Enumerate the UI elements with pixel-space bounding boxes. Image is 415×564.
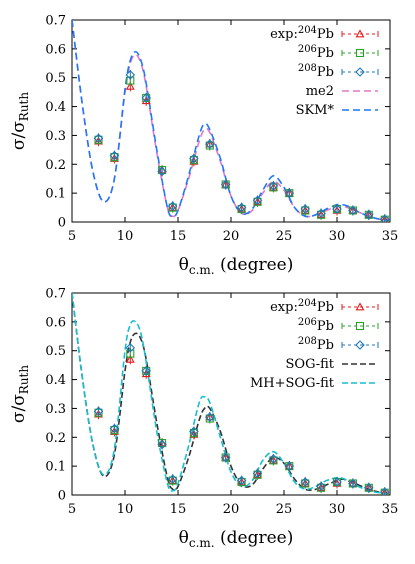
data-point-pb208 (141, 366, 151, 376)
data-point-pb208 (300, 477, 310, 487)
y-tick-label: 0.1 (45, 187, 66, 202)
data-point-pb208 (167, 201, 178, 211)
data-point-pb208 (268, 181, 279, 191)
data-point-pb208 (205, 412, 215, 422)
data-point-pb208 (316, 481, 326, 492)
data-point-pb208 (236, 475, 247, 486)
legend-marker-pb204 (355, 302, 365, 311)
y-tick-label: 0.7 (45, 14, 66, 29)
x-tick-label: 35 (382, 502, 399, 517)
data-point-pb208 (93, 133, 104, 144)
y-tick-label: 0.6 (45, 315, 66, 330)
legend-label-sog-fit: SOG-fit (286, 357, 335, 372)
y-tick-label: 0.6 (45, 42, 66, 57)
data-point-pb208 (189, 426, 199, 437)
x-tick-label: 20 (223, 229, 240, 244)
y-tick-label: 0 (58, 216, 66, 231)
x-tick-label: 25 (276, 502, 293, 517)
plot-area (72, 20, 390, 222)
data-point-pb208 (332, 204, 342, 214)
data-point-pb208 (236, 202, 247, 213)
data-point-pb208 (220, 452, 231, 463)
legend-label-pb208: 208Pb (298, 336, 334, 353)
y-tick-label: 0.1 (45, 460, 66, 475)
bottom-panel: 5 10 15 20 25 30 35 0 0.1 0.2 0.3 0.4 0.5 0.6 0.7 θc.m.… (9, 287, 398, 551)
y-tick-label: 0.3 (45, 402, 66, 417)
legend-marker-pb204 (355, 29, 365, 38)
top-panel: 5 10 15 20 25 30 35 0 0.1 0.2 0.3 0.4 0.5 0.6 0.7 θc.m.… (9, 14, 398, 278)
data-point-pb208 (252, 195, 263, 206)
legend-marker-pb206 (355, 321, 365, 331)
data-point-pb208 (379, 487, 390, 495)
data-point-pb208 (379, 214, 390, 222)
data-point-pb208 (348, 205, 358, 216)
data-point-pb208 (157, 439, 167, 450)
x-tick-label: 5 (68, 229, 76, 244)
data-point-pb208 (300, 204, 310, 214)
data-point-pb208 (332, 477, 342, 487)
x-tick-label: 25 (276, 229, 293, 244)
data-point-pb208 (141, 93, 151, 103)
data-point-pb208 (189, 153, 199, 164)
data-point-pb208 (109, 423, 120, 434)
x-tick-label: 15 (170, 229, 187, 244)
x-tick-label: 30 (329, 502, 346, 517)
legend-label-mh-sog-fit: MH+SOG-fit (250, 376, 335, 391)
x-tick-label: 5 (68, 502, 76, 517)
data-point-pb204 (380, 488, 389, 495)
y-tick-label: 0.4 (45, 100, 66, 115)
data-point-pb208 (167, 474, 178, 484)
plot-area (72, 293, 390, 495)
legend-marker-pb208 (355, 67, 365, 77)
legend-label-skm-: SKM* (296, 103, 335, 118)
y-tick-label: 0.3 (45, 129, 66, 144)
x-tick-label: 20 (223, 502, 240, 517)
y-axis-title: σ/σRuth (9, 365, 31, 424)
x-axis-title: θc.m. (degree) (179, 528, 294, 550)
data-point-pb208 (348, 478, 358, 489)
y-tick-label: 0.2 (45, 158, 66, 173)
data-point-pb204 (380, 215, 389, 222)
data-point-pb208 (364, 210, 374, 220)
x-tick-label: 30 (329, 229, 346, 244)
y-axis-title: σ/σRuth (9, 92, 31, 151)
x-tick-label: 10 (117, 502, 134, 517)
data-point-pb208 (205, 139, 215, 149)
data-point-pb208 (93, 406, 104, 417)
data-point-pb208 (284, 188, 295, 198)
legend-marker-pb206 (355, 48, 365, 58)
legend-marker-pb208 (355, 340, 365, 350)
legend-label-pb208: 208Pb (298, 63, 334, 80)
data-point-pb208 (157, 166, 167, 177)
legend-label-me2: me2 (306, 84, 334, 99)
legend-label-pb206: 206Pb (298, 317, 334, 334)
data-point-pb208 (252, 468, 263, 479)
x-tick-label: 15 (170, 502, 187, 517)
x-tick-label: 10 (117, 229, 134, 244)
legend-label-pb204: exp:204Pb (270, 298, 334, 315)
data-point-pb208 (316, 208, 326, 219)
data-point-pb208 (364, 483, 374, 493)
legend-label-pb206: 206Pb (298, 44, 334, 61)
data-point-pb204 (125, 81, 135, 90)
data-point-pb208 (284, 461, 295, 471)
x-tick-label: 35 (382, 229, 399, 244)
y-tick-label: 0.5 (45, 344, 66, 359)
data-point-pb208 (125, 343, 136, 353)
data-point-pb208 (109, 150, 120, 161)
x-axis-title: θc.m. (degree) (179, 255, 294, 277)
legend-label-pb204: exp:204Pb (270, 25, 334, 42)
y-tick-label: 0.2 (45, 431, 66, 446)
y-tick-label: 0 (58, 489, 66, 504)
y-tick-label: 0.4 (45, 373, 66, 388)
y-tick-label: 0.5 (45, 71, 66, 86)
y-tick-label: 0.7 (45, 287, 66, 302)
data-point-pb204 (125, 354, 135, 363)
data-point-pb208 (220, 179, 231, 190)
data-point-pb208 (125, 70, 136, 80)
data-point-pb208 (268, 454, 279, 464)
